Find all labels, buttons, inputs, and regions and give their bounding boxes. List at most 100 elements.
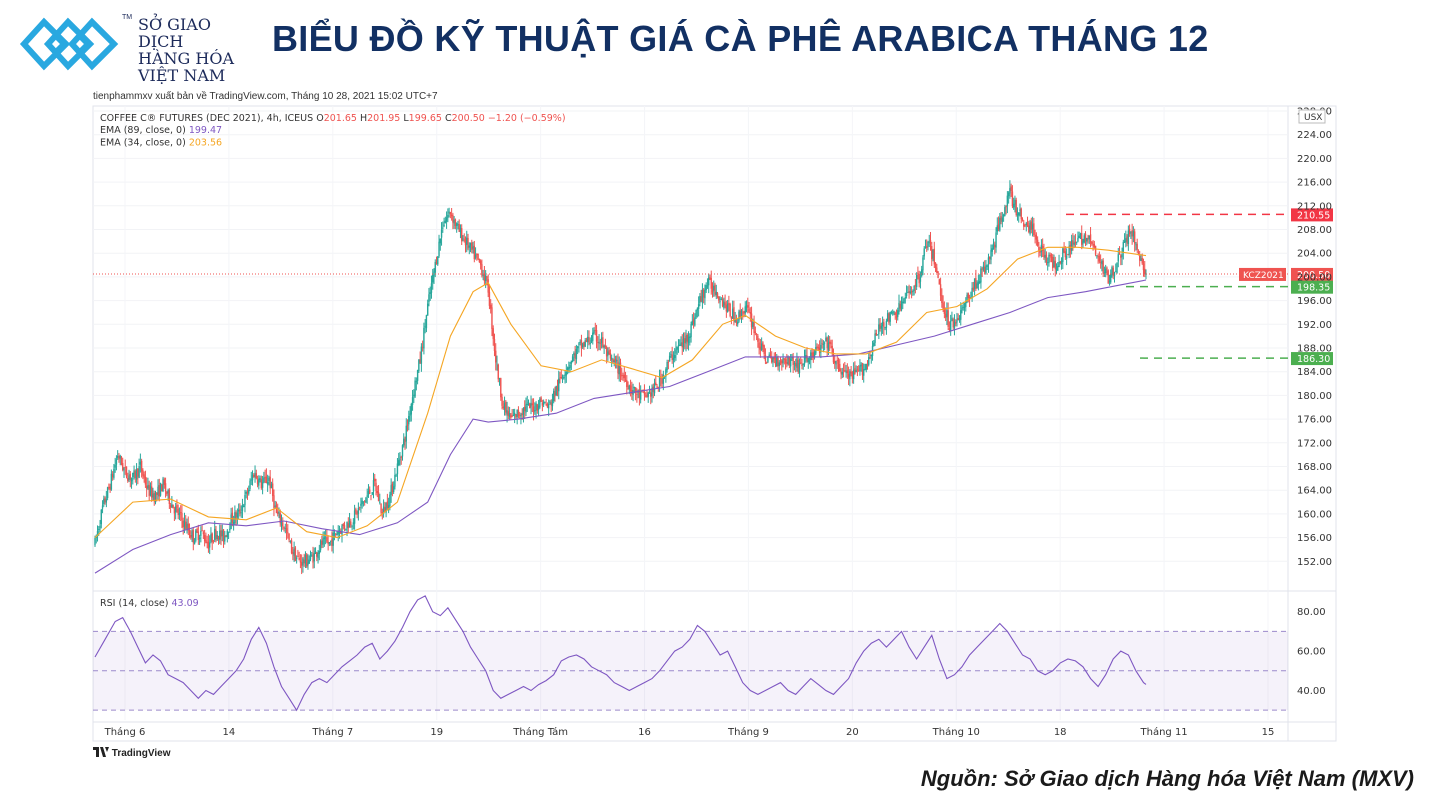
candle-body: [116, 455, 119, 458]
candle-body: [243, 505, 245, 508]
candle-body: [282, 522, 284, 527]
candle-body: [796, 358, 798, 368]
candle-body: [776, 356, 778, 367]
candle-body: [201, 530, 203, 532]
candle-body: [1073, 242, 1075, 245]
candle-body: [903, 299, 905, 304]
candle-body: [542, 401, 545, 405]
candle-body: [878, 324, 880, 335]
candle-body: [728, 303, 730, 305]
candle-body: [946, 310, 948, 318]
candle-body: [188, 529, 191, 535]
candle-body: [920, 269, 923, 276]
candle-body: [425, 315, 428, 329]
candle-body: [665, 369, 667, 377]
candle-body: [975, 277, 977, 290]
candle-body: [195, 530, 197, 541]
candle-body: [149, 486, 152, 495]
candle-body: [348, 520, 351, 528]
candle-body: [205, 540, 207, 543]
candle-body: [341, 525, 343, 535]
candle-body: [128, 475, 130, 481]
candle-body: [256, 479, 259, 485]
levels: KCZ2021 200.50 210.55 198.35 186.30: [93, 208, 1333, 366]
candle-body: [845, 371, 847, 373]
candle-body: [713, 285, 715, 291]
candle-body: [602, 337, 604, 348]
candle-body: [619, 362, 622, 377]
candle-body: [588, 337, 590, 343]
candle-body: [259, 477, 261, 480]
candle-body: [382, 506, 385, 515]
candle-body: [322, 538, 324, 545]
candle-body: [235, 512, 237, 519]
candle-body: [1074, 241, 1077, 244]
candle-body: [391, 483, 394, 493]
candle-body: [172, 504, 174, 509]
candle-body: [884, 327, 886, 329]
candle-body: [385, 502, 387, 513]
candle-body: [384, 507, 386, 512]
candle-body: [260, 479, 263, 489]
candle-body: [723, 301, 725, 308]
candle-body: [353, 510, 356, 524]
rsi-panel: [93, 595, 1288, 712]
candle-body: [771, 356, 773, 363]
candle-body: [1012, 203, 1015, 208]
y-tick-label: 156.00: [1297, 533, 1332, 544]
candle-body: [673, 355, 676, 359]
candle-body: [646, 394, 648, 397]
candle-body: [531, 403, 533, 406]
candle-body: [986, 265, 988, 267]
candle-body: [580, 340, 583, 349]
candle-body: [457, 224, 459, 225]
candle-body: [628, 385, 631, 390]
candle-body: [822, 343, 825, 345]
candle-body: [386, 501, 389, 509]
y-tick-label: 200.00: [1297, 272, 1332, 283]
candle-body: [1050, 255, 1053, 258]
candle-body: [203, 535, 206, 542]
candle-body: [745, 305, 748, 308]
candle-body: [214, 528, 216, 540]
candle-body: [1107, 270, 1109, 284]
candle-body: [1044, 254, 1046, 258]
candle-body: [220, 529, 222, 538]
support-badge: [1291, 280, 1333, 294]
candle-body: [718, 296, 720, 301]
y-tick-label: 216.00: [1297, 178, 1332, 189]
candle-body: [976, 283, 978, 289]
candle-body: [684, 338, 686, 344]
candle-body: [570, 360, 573, 364]
candle-body: [1052, 257, 1054, 269]
candle-body: [135, 468, 138, 480]
candle-body: [832, 352, 835, 363]
candle-body: [217, 536, 220, 540]
candle-body: [1004, 207, 1006, 217]
candle-body: [1116, 263, 1118, 273]
candle-body: [1060, 260, 1063, 264]
candle-body: [740, 310, 743, 317]
candle-body: [1120, 255, 1122, 258]
candle-body: [539, 398, 541, 408]
candle-body: [779, 361, 782, 363]
candle-body: [905, 293, 908, 296]
logo-line-2: HÀNG HÓA: [138, 49, 234, 68]
candle-body: [176, 504, 178, 509]
candle-body: [978, 281, 981, 283]
candle-body: [937, 271, 939, 278]
candle-body: [463, 239, 465, 241]
candle-body: [227, 531, 230, 533]
candle-body: [738, 311, 740, 322]
candle-body: [912, 290, 914, 292]
candle-body: [989, 256, 991, 260]
candle-body: [1005, 205, 1007, 208]
candle-body: [222, 529, 225, 542]
candle-body: [808, 358, 811, 360]
candle-body: [377, 492, 380, 502]
candle-body: [939, 284, 942, 296]
candle-body: [910, 291, 913, 293]
candle-body: [933, 248, 935, 265]
candle-body: [1063, 248, 1065, 253]
candle-body: [699, 296, 701, 304]
